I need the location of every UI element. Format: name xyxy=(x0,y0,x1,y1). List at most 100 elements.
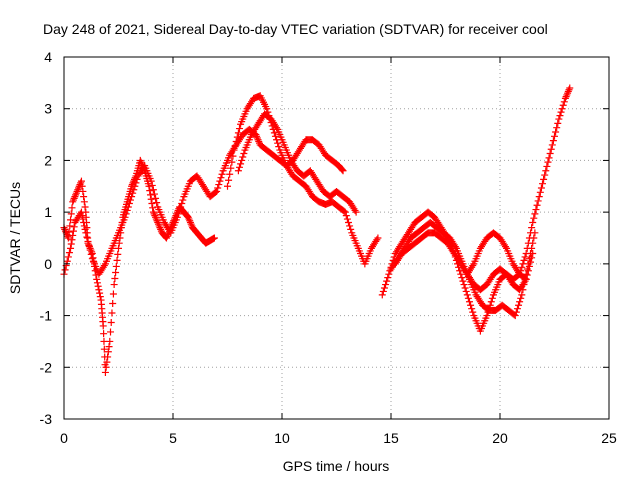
data-point xyxy=(541,171,549,179)
data-point xyxy=(112,268,120,276)
data-point xyxy=(531,210,539,218)
data-point xyxy=(254,136,262,144)
data-point xyxy=(77,179,85,187)
data-point xyxy=(214,184,222,192)
data-point xyxy=(179,196,187,204)
data-point xyxy=(346,222,354,230)
data-point xyxy=(150,210,158,218)
data-point xyxy=(136,156,144,164)
data-points xyxy=(60,84,574,376)
data-point xyxy=(113,256,121,264)
data-point xyxy=(380,284,388,292)
y-tick-label: 4 xyxy=(44,49,52,65)
data-point xyxy=(149,204,157,212)
data-point xyxy=(151,212,159,220)
data-point xyxy=(129,189,137,197)
data-point xyxy=(529,250,537,258)
data-point xyxy=(270,129,278,137)
data-point xyxy=(232,137,240,145)
y-tick-labels: -3 -2 -1 0 1 2 3 4 xyxy=(40,49,53,427)
data-point xyxy=(86,246,94,254)
data-point xyxy=(339,167,347,175)
x-tick-label: 25 xyxy=(601,430,617,446)
data-point xyxy=(105,343,113,351)
data-point xyxy=(224,182,231,190)
data-point xyxy=(95,286,103,294)
data-point xyxy=(378,291,386,299)
data-point xyxy=(100,330,108,338)
data-point xyxy=(529,218,537,226)
data-point xyxy=(539,180,547,188)
data-point xyxy=(152,215,160,223)
data-point xyxy=(215,181,223,189)
data-point xyxy=(228,158,236,166)
plot-frame xyxy=(63,56,610,420)
data-point xyxy=(274,139,282,147)
data-point xyxy=(226,170,234,178)
data-point xyxy=(515,301,523,309)
data-point xyxy=(114,250,122,258)
data-point xyxy=(112,262,120,270)
data-point xyxy=(463,291,471,299)
data-point xyxy=(341,208,349,216)
data-point xyxy=(557,108,565,116)
data-point xyxy=(467,301,475,309)
y-tick-label: -2 xyxy=(40,359,53,375)
chart-title: Day 248 of 2021, Sidereal Day-to-day VTE… xyxy=(43,21,548,37)
data-point xyxy=(555,115,563,123)
data-point xyxy=(103,358,111,366)
data-point xyxy=(163,232,171,240)
data-point xyxy=(133,175,141,183)
data-point xyxy=(239,153,247,161)
data-point xyxy=(61,227,69,235)
data-point xyxy=(154,218,162,226)
data-point xyxy=(75,184,83,192)
data-point xyxy=(65,228,73,236)
data-point xyxy=(459,277,467,285)
data-point xyxy=(347,225,355,233)
data-point xyxy=(147,177,155,185)
data-point xyxy=(556,112,564,120)
data-point xyxy=(186,217,194,225)
data-point xyxy=(553,124,561,132)
data-point xyxy=(516,298,524,306)
data-point xyxy=(61,225,69,233)
data-point xyxy=(527,258,535,266)
data-point xyxy=(237,160,245,168)
x-tick-label: 0 xyxy=(60,430,68,446)
y-axis-title: SDTVAR / TECUs xyxy=(7,182,23,294)
data-point xyxy=(517,294,525,302)
data-point xyxy=(67,244,75,252)
data-point xyxy=(544,158,552,166)
data-point xyxy=(186,218,194,226)
data-point xyxy=(64,234,72,242)
data-point xyxy=(547,145,555,153)
data-point xyxy=(216,177,224,185)
data-point xyxy=(121,213,129,221)
data-point xyxy=(85,242,93,250)
data-point xyxy=(72,189,80,197)
data-point xyxy=(187,220,195,228)
data-point xyxy=(384,274,392,282)
data-point xyxy=(177,203,185,211)
data-point xyxy=(528,224,536,232)
data-point xyxy=(210,234,218,242)
data-point xyxy=(107,328,115,336)
data-point xyxy=(545,154,553,162)
data-point xyxy=(352,208,360,216)
data-point xyxy=(225,176,233,184)
data-point xyxy=(460,281,468,289)
data-point xyxy=(123,206,131,214)
data-point xyxy=(233,133,241,141)
data-point xyxy=(512,308,520,316)
data-point xyxy=(343,215,351,223)
data-point xyxy=(465,298,473,306)
data-point xyxy=(501,243,509,251)
data-point xyxy=(535,193,543,201)
data-point xyxy=(67,216,75,224)
data-point xyxy=(61,266,69,274)
data-point xyxy=(212,188,220,196)
data-point xyxy=(521,275,529,283)
x-tick-label: 20 xyxy=(492,430,508,446)
data-point xyxy=(487,298,495,306)
